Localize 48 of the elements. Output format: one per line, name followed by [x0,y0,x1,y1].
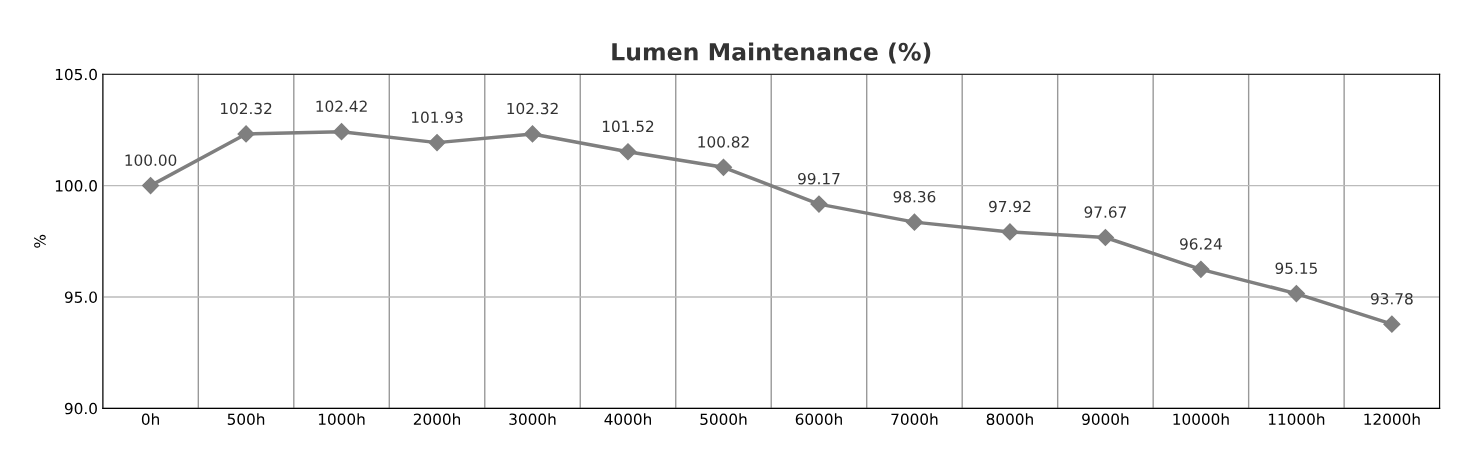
point [810,195,828,213]
y-tick-label: 95.0 [64,291,97,303]
point [332,123,351,141]
data-label: 97.67 [1084,206,1126,218]
x-tick-label: 500h [227,413,265,426]
data-label: 102.42 [316,100,367,113]
data-label: 101.93 [411,111,463,123]
x-tick-label: 12000h [1364,413,1420,426]
point [1096,228,1114,247]
point [1192,260,1210,278]
point [619,143,637,161]
x-tick-label: 1000h [318,413,365,426]
x-tick-label: 2000h [413,413,461,426]
y-axis-title: % [34,234,46,248]
data-label: 96.24 [1180,238,1222,250]
y-tick-label: 100.0 [55,180,97,192]
x-tick-label: 6000h [795,413,842,426]
y-tick-label: 105.0 [55,68,97,81]
x-tick-label: 11000h [1268,413,1325,426]
data-label: 97.92 [989,200,1031,213]
chart-title: Lumen Maintenance (%) [612,42,931,64]
data-label: 102.32 [221,102,272,115]
point [905,213,924,231]
data-label: 100.00 [125,154,177,166]
point [1383,315,1401,333]
point [428,134,446,152]
x-tick-label: 7000h [891,413,938,426]
x-tick-label: 8000h [986,413,1033,426]
data-label: 95.15 [1275,262,1317,274]
x-tick-label: 0h [141,413,159,426]
point [523,125,542,143]
data-label: 99.17 [798,172,840,185]
x-tick-label: 3000h [509,413,556,426]
x-tick-label: 5000h [700,413,747,426]
data-label: 100.82 [698,136,749,148]
point [237,125,255,143]
point [1287,285,1305,303]
data-label: 98.36 [893,190,936,203]
x-tick-label: 4000h [604,413,651,426]
point [714,158,733,176]
y-tick-label: 90.0 [64,402,97,415]
x-tick-label: 9000h [1082,413,1129,426]
x-tick-label: 10000h [1173,413,1229,426]
point [142,177,160,195]
data-label: 93.78 [1370,292,1413,305]
point [1001,223,1019,241]
data-label: 101.52 [602,120,654,133]
data-label: 102.32 [507,102,558,115]
